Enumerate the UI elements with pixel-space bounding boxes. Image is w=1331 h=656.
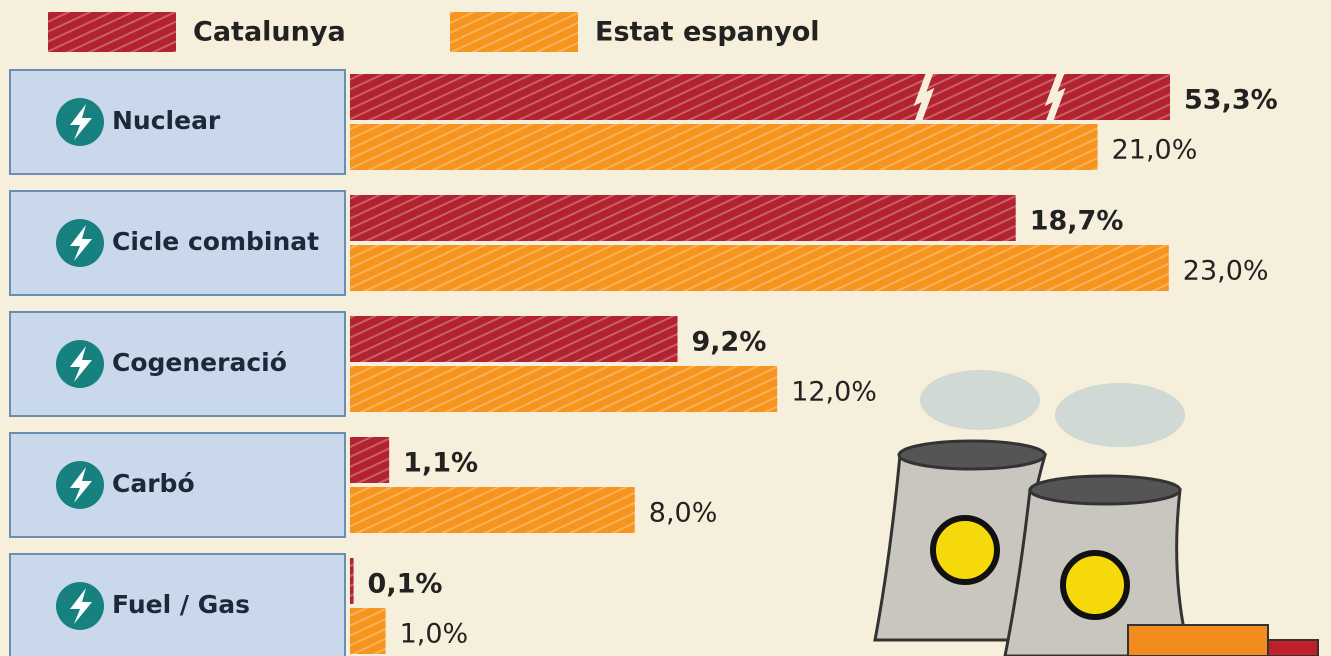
value-label: 1,1% [403, 448, 478, 479]
bar [350, 366, 777, 412]
value-label: 23,0% [1183, 256, 1269, 287]
building [1128, 625, 1268, 656]
smoke [920, 370, 1040, 430]
bar [350, 124, 1098, 170]
building [1268, 640, 1318, 656]
category-label: Cicle combinat [112, 227, 319, 256]
value-label: 8,0% [649, 498, 718, 529]
category-label: Carbó [112, 469, 195, 498]
legend-swatch [450, 12, 578, 52]
value-label: 53,3% [1184, 85, 1278, 116]
bar [350, 316, 678, 362]
radiation-sign [1063, 553, 1127, 617]
legend-label: Catalunya [193, 17, 346, 48]
value-label: 12,0% [791, 377, 877, 408]
tower-top [1030, 476, 1180, 504]
radiation-sign [933, 518, 997, 582]
legend-label: Estat espanyol [595, 17, 820, 48]
bar [350, 74, 1170, 120]
bar [350, 487, 635, 533]
category-label: Cogeneració [112, 348, 287, 377]
category-label: Nuclear [112, 106, 221, 135]
smoke [1055, 383, 1185, 447]
value-label: 18,7% [1030, 206, 1124, 237]
chart: Catalunya Estat espanyol Nuclear 53,3% 21,0%… [0, 0, 1331, 656]
value-label: 0,1% [368, 569, 443, 600]
bar [350, 558, 354, 604]
legend-swatch [48, 12, 176, 52]
bar [350, 608, 386, 654]
illustration [875, 370, 1318, 656]
value-label: 21,0% [1112, 135, 1198, 166]
category-label: Fuel / Gas [112, 590, 250, 619]
value-label: 1,0% [400, 619, 469, 650]
value-label: 9,2% [692, 327, 767, 358]
bar [350, 195, 1016, 241]
tower-top [899, 441, 1045, 469]
bar [350, 245, 1169, 291]
bar [350, 437, 389, 483]
